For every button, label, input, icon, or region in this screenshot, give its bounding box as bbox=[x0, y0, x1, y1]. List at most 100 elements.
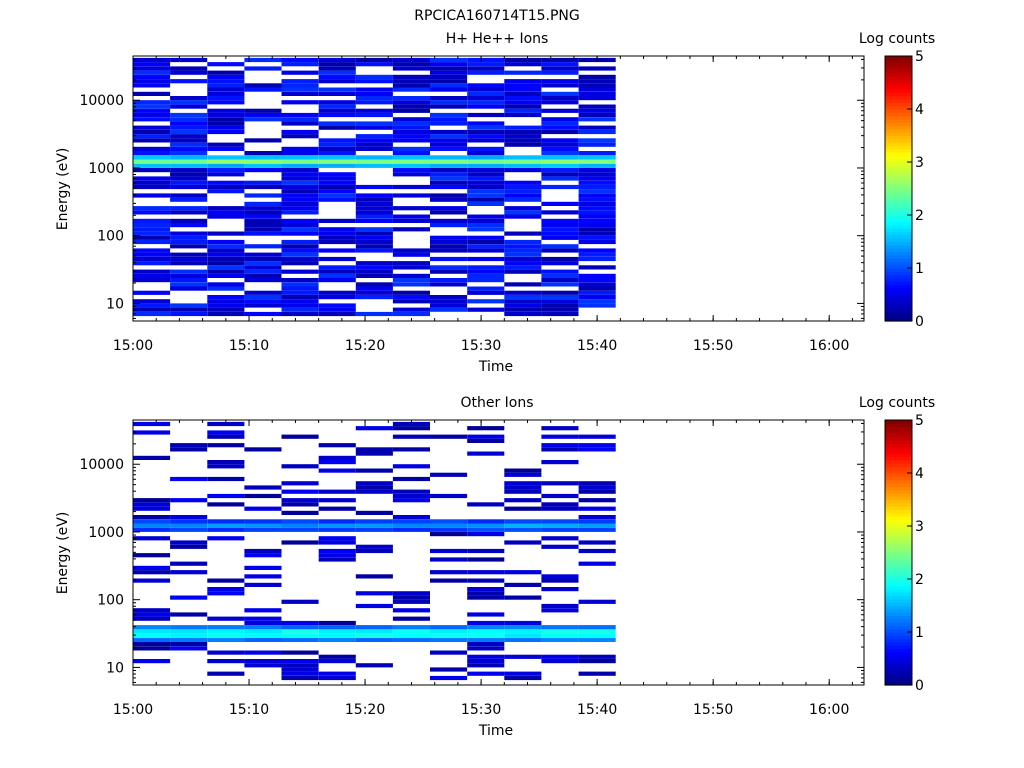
spectrogram-cell bbox=[244, 193, 282, 198]
spectrogram-cell bbox=[504, 62, 542, 67]
spectrogram-cell bbox=[207, 96, 245, 101]
colorbar-segment bbox=[885, 95, 912, 100]
spectrogram-cell bbox=[170, 125, 208, 130]
spectrogram-cell bbox=[133, 117, 171, 122]
spectrogram-cell bbox=[207, 519, 245, 524]
colorbar-segment bbox=[885, 99, 912, 103]
spectrogram-cell bbox=[541, 536, 579, 541]
spectrogram-cell bbox=[281, 79, 319, 84]
spectrogram-cell bbox=[170, 629, 208, 634]
spectrogram-cell bbox=[541, 210, 579, 215]
spectrogram-cell bbox=[504, 244, 542, 249]
colorbar-segment bbox=[885, 559, 912, 564]
spectrogram-cell bbox=[504, 633, 542, 638]
spectrogram-cell bbox=[578, 180, 616, 185]
spectrogram-cell bbox=[578, 91, 616, 96]
spectrogram-cell bbox=[430, 121, 468, 126]
spectrogram-cell bbox=[207, 252, 245, 257]
spectrogram-cell bbox=[318, 256, 356, 262]
spectrogram-cell bbox=[430, 138, 468, 143]
spectrogram-cell bbox=[504, 595, 542, 600]
spectrogram-cell bbox=[281, 172, 319, 177]
spectrogram-cell bbox=[281, 91, 319, 96]
spectrogram-cell bbox=[504, 523, 542, 528]
spectrogram-cell bbox=[578, 599, 616, 604]
spectrogram-cell bbox=[355, 163, 393, 168]
spectrogram-cell bbox=[467, 62, 505, 67]
spectrogram-cell bbox=[170, 117, 208, 122]
colorbar-segment bbox=[885, 552, 912, 557]
spectrogram-cell bbox=[467, 502, 505, 507]
spectrogram-cell bbox=[578, 210, 616, 215]
spectrogram-cell bbox=[281, 176, 319, 181]
spectrogram-cell bbox=[504, 70, 542, 75]
spectrogram-cell bbox=[355, 108, 393, 113]
spectrogram-cell bbox=[207, 189, 245, 194]
spectrogram-cell bbox=[541, 62, 579, 67]
spectrogram-cell bbox=[170, 286, 208, 291]
spectrogram-cell bbox=[541, 608, 579, 613]
spectrogram-cell bbox=[318, 176, 356, 181]
colorbar-segment bbox=[885, 125, 912, 130]
spectrogram-cell bbox=[430, 104, 468, 109]
colorbar-segment bbox=[885, 532, 912, 537]
spectrogram-cell bbox=[244, 620, 282, 626]
spectrogram-cell bbox=[392, 218, 430, 223]
spectrogram-cell bbox=[207, 163, 245, 168]
spectrogram-cell bbox=[170, 146, 208, 151]
spectrogram-cell bbox=[541, 273, 579, 278]
colorbar-segment bbox=[885, 261, 912, 266]
spectrogram-cell bbox=[133, 163, 171, 168]
spectrogram-cell bbox=[430, 269, 468, 274]
spectrogram-cell bbox=[281, 659, 319, 664]
spectrogram-cell bbox=[467, 121, 505, 126]
spectrogram-cell bbox=[467, 201, 505, 206]
spectrogram-cell bbox=[355, 286, 393, 291]
spectrogram-cell bbox=[281, 527, 319, 532]
spectrogram-cell bbox=[467, 659, 505, 664]
spectrogram-cell bbox=[207, 239, 245, 245]
spectrogram-cell bbox=[578, 227, 616, 232]
spectrogram-cell bbox=[578, 96, 616, 101]
spectrogram-cell bbox=[504, 654, 542, 659]
spectrogram-cell bbox=[207, 180, 245, 185]
spectrogram-cell bbox=[170, 261, 208, 266]
spectrogram-cell bbox=[392, 290, 430, 295]
colorbar-segment bbox=[885, 122, 912, 127]
spectrogram-cell bbox=[430, 629, 468, 634]
colorbar-segment bbox=[885, 105, 912, 110]
spectrogram-cell bbox=[318, 163, 356, 168]
spectrogram-cell bbox=[318, 633, 356, 638]
colorbar-segment bbox=[885, 675, 912, 679]
spectrogram-cell bbox=[318, 197, 356, 202]
spectrogram-cell bbox=[578, 87, 616, 92]
spectrogram-cell bbox=[430, 265, 468, 270]
spectrogram-cell bbox=[244, 57, 282, 63]
spectrogram-cell bbox=[281, 434, 319, 439]
spectrogram-cell bbox=[430, 155, 468, 160]
colorbar-segment bbox=[885, 473, 912, 477]
spectrogram-cell bbox=[504, 485, 542, 490]
colorbar-segment bbox=[885, 132, 912, 137]
spectrogram-cell bbox=[392, 168, 430, 173]
spectrogram-cell bbox=[244, 201, 282, 206]
spectrogram-cell bbox=[541, 523, 579, 528]
colorbar-tick-label: 4 bbox=[915, 466, 924, 482]
spectrogram-cell bbox=[355, 218, 393, 223]
spectrogram-cell bbox=[578, 282, 616, 287]
spectrogram-cell bbox=[541, 282, 579, 287]
spectrogram-cell bbox=[504, 311, 542, 317]
spectrogram-cell bbox=[467, 426, 505, 431]
spectrogram-cell bbox=[281, 112, 319, 118]
spectrogram-cell bbox=[244, 151, 282, 156]
spectrogram-cell bbox=[355, 112, 393, 118]
spectrogram-cell bbox=[281, 256, 319, 262]
colorbar-segment bbox=[885, 231, 912, 236]
spectrogram-cell bbox=[467, 434, 505, 439]
spectrogram-cell bbox=[467, 159, 505, 164]
spectrogram-cell bbox=[541, 168, 579, 173]
spectrogram-cell bbox=[467, 527, 505, 532]
spectrogram-cell bbox=[578, 625, 616, 630]
spectrogram-cell bbox=[392, 295, 430, 300]
spectrogram-cell bbox=[430, 307, 468, 312]
